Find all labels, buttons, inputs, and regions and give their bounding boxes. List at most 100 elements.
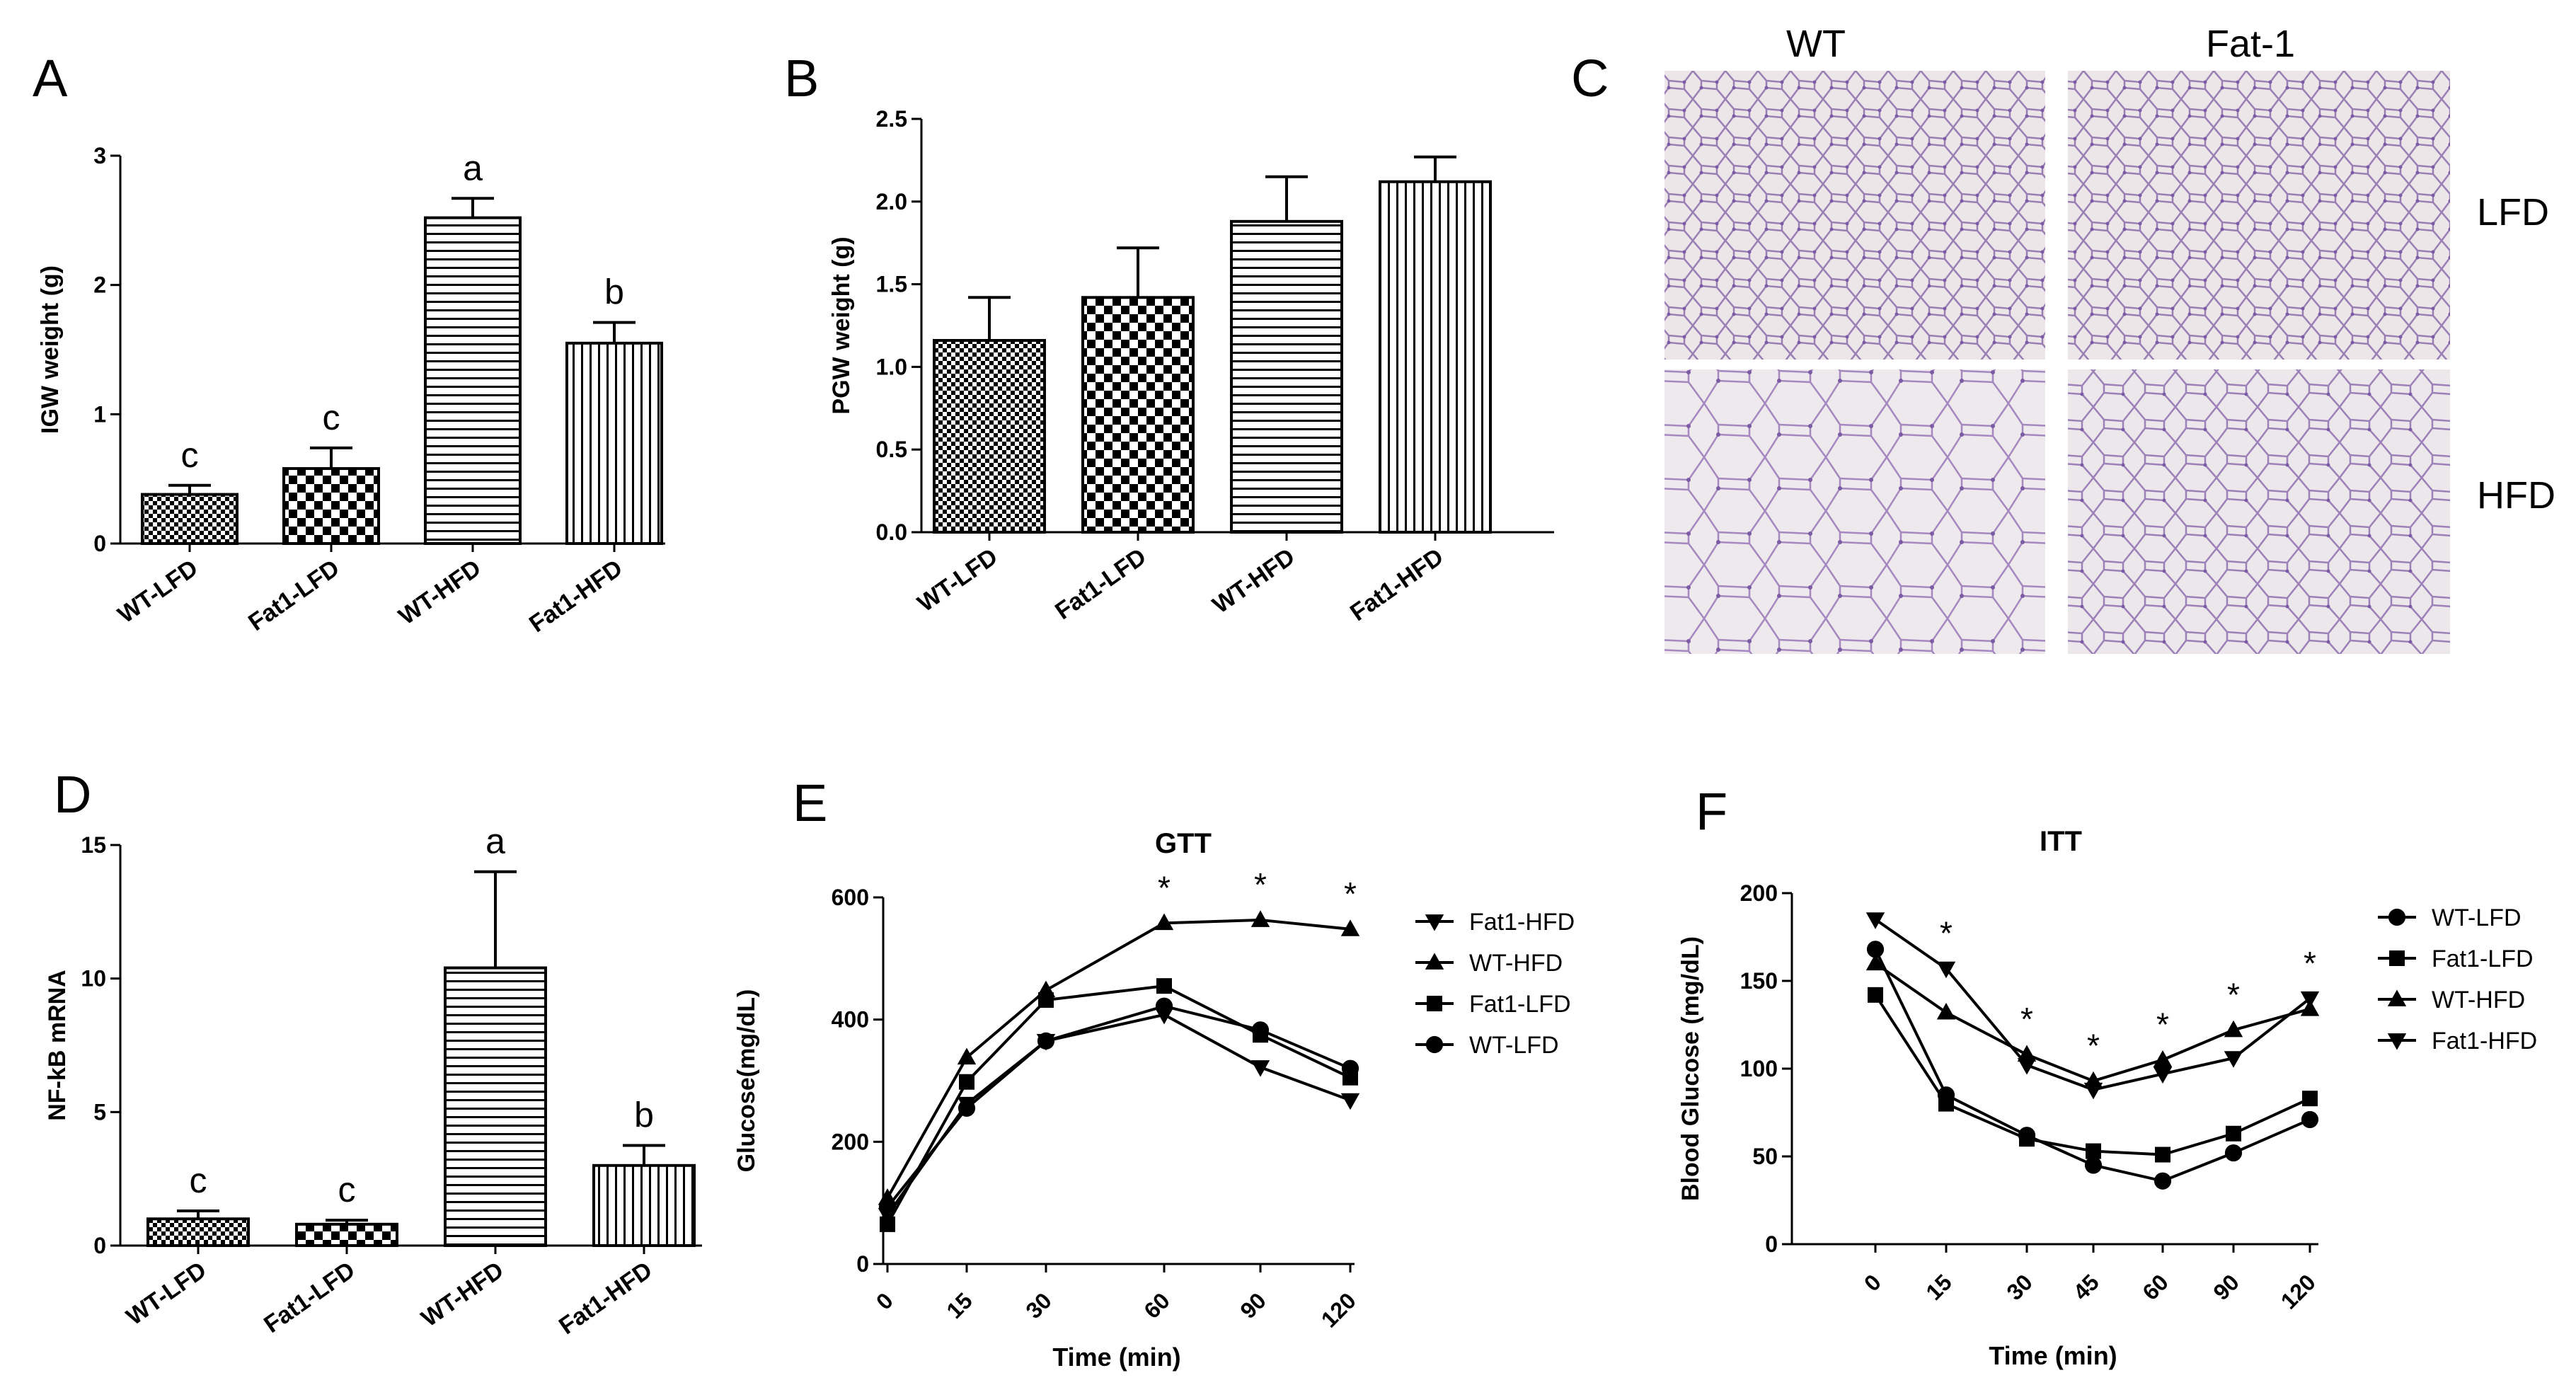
point-circle [958, 1099, 976, 1117]
y-tick-label: 600 [832, 885, 869, 910]
category-label: WT-LFD [122, 1256, 212, 1331]
point-square [1868, 987, 1883, 1003]
point-triangle-up [957, 1047, 977, 1065]
x-axis-label: Time (min) [1052, 1343, 1180, 1372]
category-label: Fat1-HFD [554, 1256, 657, 1340]
y-tick-label: 2.5 [876, 106, 907, 132]
point-triangle-down [2017, 1058, 2037, 1075]
y-tick-label: 15 [81, 832, 106, 858]
y-tick-label: 0 [93, 531, 106, 556]
significance-star: * [2227, 976, 2240, 1013]
histology-col-label-wt: WT [1786, 23, 1846, 65]
nfkb-mrna-bar-chart: 0 5 10 15 NF-kB mRNA WT-LFD c Fat1-LFD c WT-HFD a F… [44, 822, 702, 1340]
x-tick-label: 30 [1020, 1287, 1057, 1323]
category-label: Fat1-LFD [1050, 543, 1151, 625]
y-tick-label: 150 [1740, 968, 1778, 994]
y-tick-label: 5 [93, 1099, 106, 1125]
significance-letter: b [634, 1096, 654, 1135]
point-square [2226, 1125, 2241, 1142]
legend-label: Fat1-HFD [1469, 909, 1575, 936]
point-triangle-up [1340, 919, 1360, 936]
category-label: Fat1-HFD [524, 554, 628, 638]
chart-title: ITT [2040, 826, 2082, 857]
significance-star: * [1254, 866, 1267, 903]
panel-letter-d: D [54, 765, 91, 824]
point-square [1427, 996, 1442, 1011]
y-tick-label: 400 [832, 1007, 869, 1033]
panel-letter-a: A [33, 49, 68, 108]
point-triangle-down [1936, 961, 1956, 979]
point-triangle-down [1865, 912, 1885, 929]
point-triangle-down [2224, 1051, 2243, 1068]
y-tick-label: 200 [832, 1129, 869, 1154]
point-triangle-down [2387, 1033, 2407, 1050]
y-tick-label: 10 [81, 966, 106, 992]
significance-star: * [2304, 945, 2316, 982]
point-triangle-up [1154, 913, 1174, 931]
point-square [2155, 1146, 2170, 1163]
point-circle [1866, 941, 1885, 958]
bar [592, 1163, 696, 1248]
significance-star: * [2020, 1001, 2033, 1038]
pgw-weight-bar-chart: 0.0 0.5 1.0 1.5 2.0 2.5 PGW weight (g) WT-LFD Fa… [828, 106, 1554, 626]
significance-star: * [1158, 869, 1171, 906]
x-tick-label: 15 [1921, 1269, 1957, 1305]
x-tick-label: 15 [941, 1287, 977, 1323]
histology-row-label-lfd: LFD [2477, 191, 2549, 234]
point-triangle-up [2153, 1050, 2173, 1067]
series-line [886, 984, 1351, 1225]
y-tick-label: 3 [93, 143, 106, 168]
y-tick-label: 0.5 [876, 437, 907, 462]
point-triangle-up [1250, 910, 1270, 927]
x-tick-label: 90 [1235, 1287, 1271, 1323]
point-triangle-up [2224, 1020, 2243, 1038]
histology-row-label-hfd: HFD [2477, 474, 2555, 517]
point-circle [2154, 1172, 2172, 1190]
histology-col-label-fat1: Fat-1 [2206, 23, 2295, 65]
panel-letter-b: B [784, 49, 819, 108]
point-circle [2224, 1144, 2243, 1162]
x-tick-label: 120 [2276, 1269, 2321, 1314]
point-square [2302, 1091, 2318, 1107]
point-square [880, 1216, 895, 1232]
point-triangle-down [1425, 914, 1444, 931]
legend-label: WT-LFD [1469, 1032, 1559, 1059]
legend-label: WT-HFD [2432, 987, 2525, 1013]
bar [141, 493, 238, 545]
y-tick-label: 1.0 [876, 354, 907, 379]
legend-label: WT-LFD [2432, 904, 2522, 931]
significance-star: * [2156, 1006, 2169, 1043]
histology-wt-hfd [1664, 369, 2045, 654]
category-label: Fat1-LFD [259, 1256, 360, 1338]
point-triangle-down [1250, 1060, 1270, 1077]
point-circle [2388, 908, 2406, 926]
x-axis-label: Time (min) [1989, 1341, 2117, 1370]
significance-letter: c [323, 398, 340, 437]
y-tick-label: 1 [93, 401, 106, 427]
point-circle [1425, 1035, 1444, 1054]
point-triangle-up [2387, 989, 2407, 1006]
panel-letter-c: C [1571, 49, 1609, 108]
x-tick-label: 120 [1316, 1287, 1361, 1332]
igw-weight-bar-chart: 0 1 2 3 IGW weight (g) WT-LFD c Fat1-LFD c WT-HFD… [37, 143, 665, 638]
y-tick-label: 50 [1752, 1144, 1778, 1169]
category-label: WT-HFD [417, 1256, 509, 1332]
bar [1379, 180, 1492, 534]
histology-wt-lfd [1664, 71, 2045, 360]
y-tick-label: 0.0 [876, 519, 907, 545]
y-tick-label: 0 [1765, 1231, 1778, 1257]
point-square [2389, 950, 2405, 966]
bar [295, 1222, 398, 1248]
category-label: Fat1-LFD [243, 554, 344, 636]
legend-label: Fat1-HFD [2432, 1028, 2537, 1054]
point-circle [878, 1198, 897, 1216]
significance-star: * [2087, 1027, 2100, 1064]
y-axis-label: NF-kB mRNA [44, 970, 71, 1120]
point-square [959, 1074, 974, 1090]
category-label: WT-HFD [1208, 543, 1300, 619]
point-triangle-down [2083, 1082, 2103, 1100]
point-square [1156, 978, 1172, 994]
bar [1230, 219, 1343, 534]
x-tick-label: 0 [871, 1287, 898, 1314]
significance-letter: a [463, 148, 483, 188]
